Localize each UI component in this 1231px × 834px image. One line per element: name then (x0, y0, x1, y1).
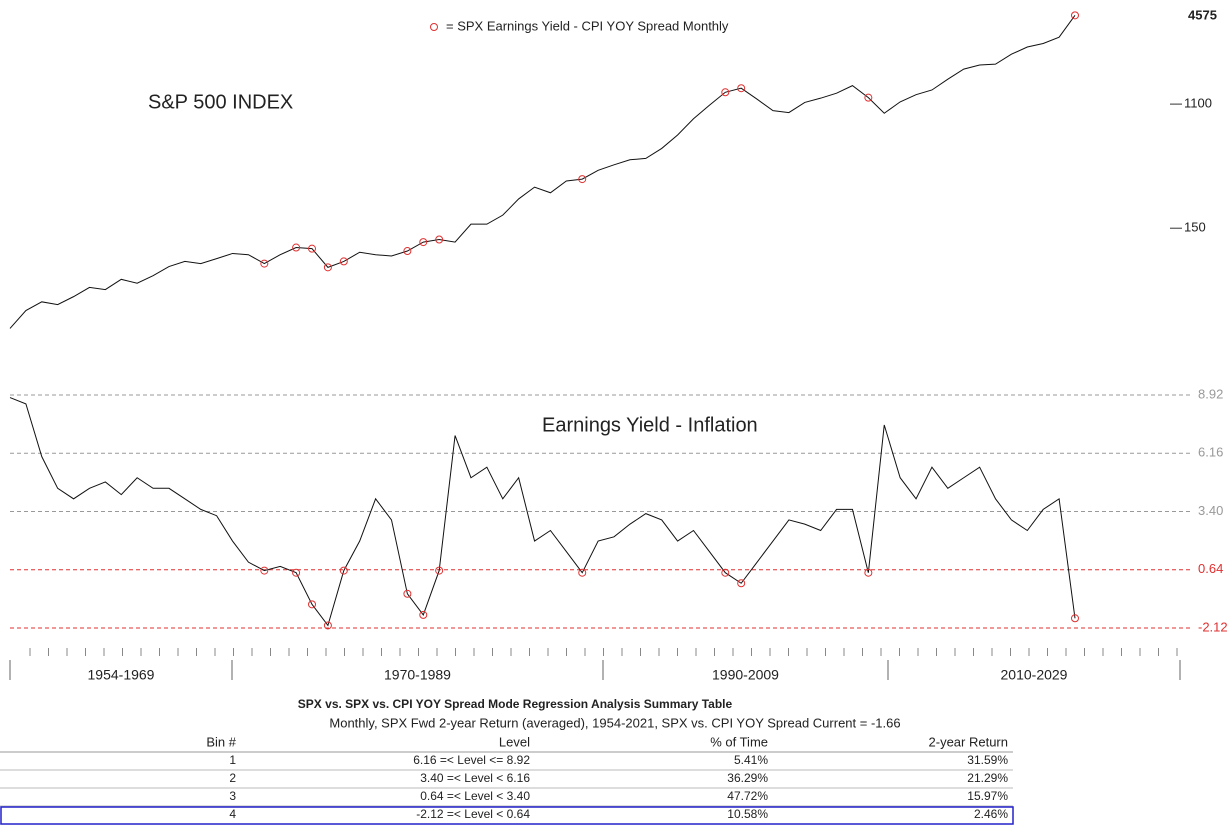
table-cell: 2.46% (974, 807, 1008, 821)
table-cell: 2 (229, 771, 236, 785)
marker (721, 88, 730, 97)
marker (578, 175, 587, 184)
marker (308, 600, 317, 609)
series-line (9, 15, 1076, 329)
marker (721, 568, 730, 577)
legend-label: = SPX Earnings Yield - CPI YOY Spread Mo… (446, 18, 729, 33)
x-period-label: 1954-1969 (88, 667, 155, 683)
marker (864, 93, 873, 102)
table-header: % of Time (710, 734, 768, 749)
marker (292, 243, 301, 252)
y-tick-label: 1100 (1184, 96, 1212, 111)
table-header: 2-year Return (929, 734, 1008, 749)
marker (260, 259, 269, 268)
table-subtitle: Monthly, SPX Fwd 2-year Return (averaged… (329, 715, 900, 730)
marker (292, 568, 301, 577)
marker (323, 263, 332, 272)
table-cell: 6.16 =< Level <= 8.92 (413, 753, 530, 767)
table-title: SPX vs. SPX vs. CPI YOY Spread Mode Regr… (298, 697, 733, 711)
marker (403, 589, 412, 598)
marker (578, 568, 587, 577)
table-cell: 15.97% (967, 789, 1008, 803)
y-tick-label: -2.12 (1198, 619, 1228, 634)
table-cell: 21.29% (967, 771, 1008, 785)
table-header: Bin # (206, 734, 236, 749)
table-cell: 3.40 =< Level < 6.16 (420, 771, 530, 785)
marker (435, 566, 444, 575)
table-cell: 47.72% (727, 789, 768, 803)
marker (308, 244, 317, 253)
marker (339, 257, 348, 266)
y-tick-label: 3.40 (1198, 503, 1223, 518)
table-cell: -2.12 =< Level < 0.64 (416, 807, 530, 821)
top-annotation: S&P 500 INDEX (148, 91, 293, 113)
marker (864, 568, 873, 577)
table-cell: 0.64 =< Level < 3.40 (420, 789, 530, 803)
marker (737, 84, 746, 93)
series-line (9, 397, 1076, 627)
table-cell: 1 (229, 753, 236, 767)
legend-marker (430, 23, 438, 31)
marker (1071, 614, 1079, 623)
marker (323, 621, 332, 630)
marker (339, 566, 348, 575)
bottom-annotation: Earnings Yield - Inflation (542, 414, 758, 436)
y-tick-label: 6.16 (1198, 445, 1223, 460)
marker (737, 579, 746, 588)
table-cell: 5.41% (734, 753, 768, 767)
table-cell: 4 (229, 807, 236, 821)
row-highlight (0, 806, 1014, 825)
marker (1071, 11, 1079, 20)
x-period-label: 2010-2029 (1001, 667, 1068, 683)
marker (419, 238, 428, 247)
x-period-label: 1970-1989 (384, 667, 451, 683)
table-cell: 3 (229, 789, 236, 803)
table-header: Level (499, 734, 530, 749)
marker (435, 235, 444, 244)
y-tick-label: 0.64 (1198, 561, 1223, 576)
marker (419, 610, 428, 619)
last-value-label: 4575 (1188, 7, 1217, 22)
table-cell: 10.58% (727, 807, 768, 821)
y-tick-label: 8.92 (1198, 386, 1223, 401)
marker (260, 566, 269, 575)
x-period-label: 1990-2009 (712, 667, 779, 683)
marker (403, 247, 412, 256)
table-cell: 31.59% (967, 753, 1008, 767)
y-tick-label: 150 (1184, 220, 1206, 235)
table-cell: 36.29% (727, 771, 768, 785)
